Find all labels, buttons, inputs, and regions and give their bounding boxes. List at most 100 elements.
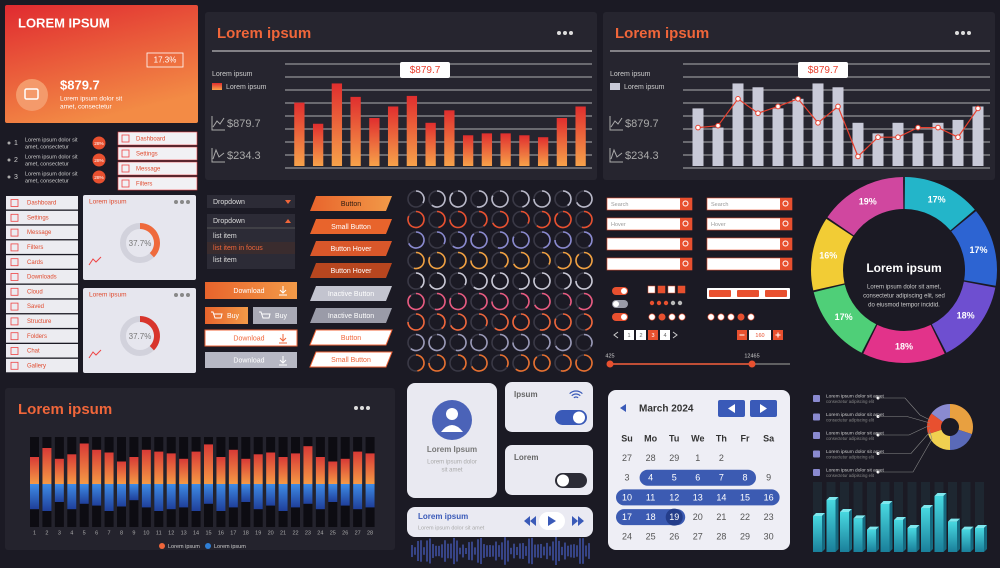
star [649,300,655,306]
search-button[interactable] [780,198,792,210]
progress-arc [449,210,467,229]
bar-segment [204,484,213,504]
menu-item[interactable] [117,176,198,191]
search-button[interactable] [680,218,692,230]
next-button[interactable] [572,516,584,526]
prev-button[interactable] [524,516,536,526]
search-field[interactable] [706,237,793,251]
bar [892,122,904,166]
bar [832,87,844,166]
tag[interactable] [765,290,787,297]
progress-arc [557,251,572,270]
sidebar-item[interactable] [6,270,78,284]
panel-title: Lorem ipsum [18,401,112,418]
sidebar-item[interactable] [6,314,78,328]
search-button[interactable] [780,238,792,250]
sidebar-item[interactable] [6,240,78,254]
button-label: Small Button [331,357,371,364]
sidebar-item[interactable] [6,255,78,269]
bar [712,127,724,166]
bar-segment [30,457,39,484]
date: 10 [622,492,632,502]
bar [752,87,764,166]
button[interactable] [310,196,392,211]
menu-item[interactable] [117,146,198,161]
sidebar-icon [10,258,19,267]
menu-item[interactable] [117,161,198,176]
legend-label: Lorem ipsum [168,544,200,550]
tag[interactable] [709,290,731,297]
bar-segment [104,452,114,484]
button[interactable] [309,351,393,368]
button[interactable] [310,241,392,256]
progress-arc [436,313,446,330]
action-button[interactable] [253,307,297,324]
bar [934,496,944,552]
toggle-label: Ipsum [514,390,538,399]
action-label: Download [233,288,264,295]
button[interactable] [310,286,392,301]
sidebar-item[interactable] [6,344,78,358]
search-field[interactable] [606,237,693,251]
sidebar-item[interactable] [6,299,78,314]
step-text: Lorem ipsum dolor sit [25,154,78,160]
step-number: 2 [14,157,18,164]
checkbox[interactable] [657,285,666,294]
progress-arc [520,210,530,224]
sidebar-item[interactable] [6,358,78,373]
checkbox[interactable] [667,285,676,294]
progress-arc [541,251,551,265]
page-next [672,331,678,339]
star [677,300,683,306]
button-label: Button Hover [331,246,373,253]
menu-dot [557,31,561,35]
bar-segment [340,484,350,506]
page-button[interactable] [660,330,670,340]
action-button[interactable] [204,329,298,347]
page-button[interactable] [636,330,646,340]
bar-top [907,525,920,528]
list-sub: consectetur adipiscing elit [826,473,875,478]
sidebar-item[interactable] [6,284,78,299]
cal-back[interactable] [620,404,626,412]
search-field[interactable] [706,257,793,271]
sidebar-item[interactable] [6,225,78,240]
button[interactable] [309,329,393,346]
search-field[interactable] [606,257,693,271]
bar-segment [228,449,238,484]
legend-label: Lorem ipsum [624,84,665,91]
button[interactable] [310,263,392,278]
bar-side [930,505,933,552]
tooltip-box [798,62,848,78]
list-title: Lorem ipsum dolor sit amet [826,449,885,455]
search-button[interactable] [780,258,792,270]
search-button[interactable] [680,258,692,270]
search-button[interactable] [680,198,692,210]
search-placeholder: Search [711,202,728,208]
button[interactable] [310,308,392,323]
ring-segment [863,324,945,363]
action-button[interactable] [205,307,248,324]
search-button[interactable] [680,238,692,250]
search-button[interactable] [780,218,792,230]
sidebar-item[interactable] [6,210,78,225]
line-point [815,120,821,126]
action-button[interactable] [205,352,297,368]
sidebar-item[interactable] [6,196,78,210]
tag[interactable] [737,290,759,297]
page-button[interactable] [648,330,658,340]
toggle-knob [613,301,619,307]
dropdown[interactable] [207,195,295,208]
progress-arc [520,190,530,208]
page-button[interactable] [624,330,634,340]
weekday: Th [716,433,727,443]
action-button[interactable] [205,282,297,299]
x-tick-label: 16 [218,530,224,536]
menu-item[interactable] [117,131,198,146]
checkbox[interactable] [647,285,656,294]
dropdown-open[interactable] [207,214,295,269]
sidebar-item[interactable] [6,329,78,343]
button[interactable] [310,219,392,234]
weekday: Tu [669,433,679,443]
checkbox[interactable] [677,285,686,294]
